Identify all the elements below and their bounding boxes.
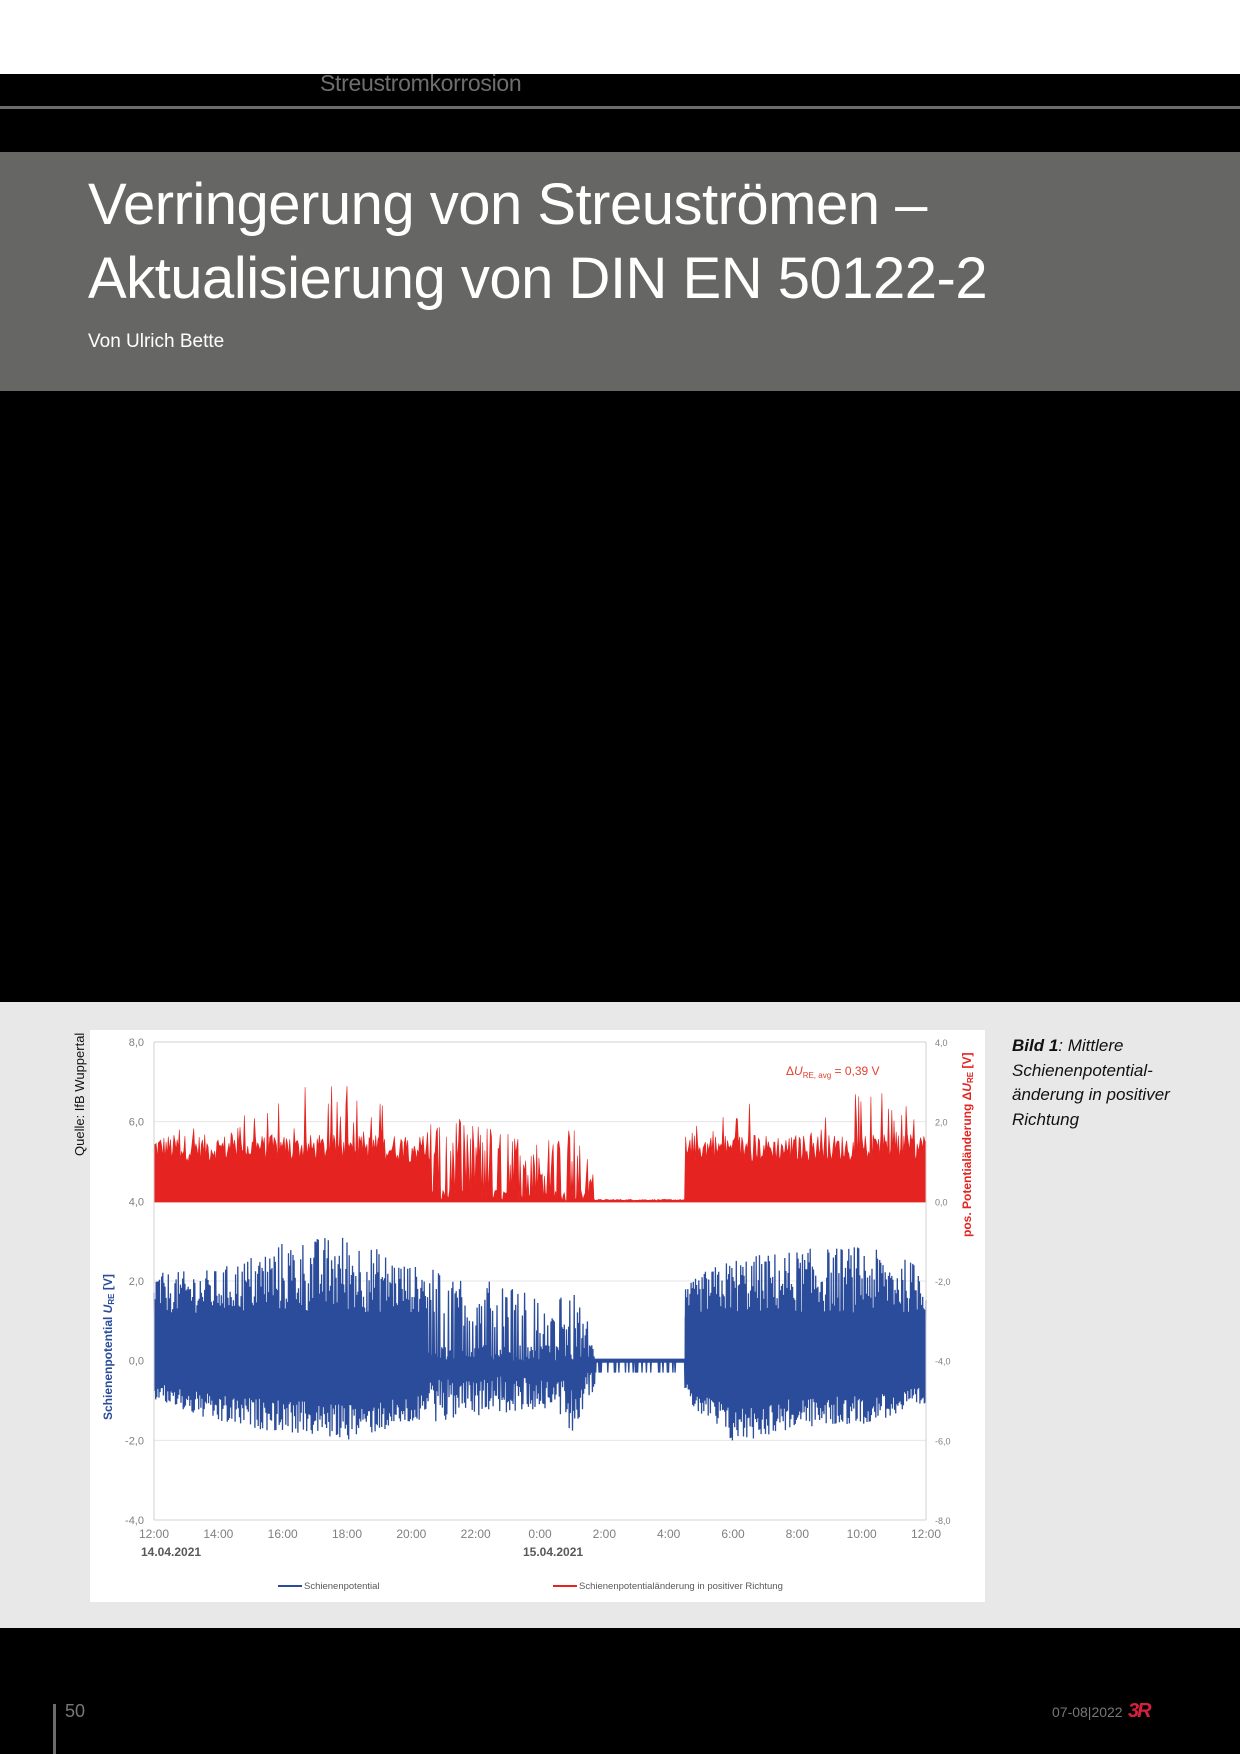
svg-text:18:00: 18:00 [332, 1527, 362, 1541]
title-line-1: Verringerung von Streuströmen – [88, 172, 927, 237]
svg-text:20:00: 20:00 [396, 1527, 426, 1541]
date-label-start: 14.04.2021 [141, 1545, 201, 1559]
caption-text: : Mittlere Schienenpotential-änderung in… [1012, 1036, 1170, 1129]
publisher-logo: 3R [1128, 1700, 1152, 1722]
source-credit: Quelle: IfB Wuppertal [70, 1028, 90, 1158]
svg-text:0,0: 0,0 [935, 1197, 948, 1207]
x-axis-ticks: 12:00 14:00 16:00 18:00 20:00 22:00 0:00 2:00 4:… [139, 1527, 941, 1541]
avg-annotation: ΔURE, avg = 0,39 V [786, 1064, 880, 1080]
svg-text:4:00: 4:00 [657, 1527, 681, 1541]
svg-text:2,0: 2,0 [935, 1118, 948, 1128]
svg-text:12:00: 12:00 [911, 1527, 941, 1541]
legend-label-red: Schienenpotentialänderung in positiver R… [579, 1581, 783, 1592]
time-series-chart: -4,0 -2,0 0,0 2,0 4,0 6,0 8,0 -8,0 -6,0 -4,0 -2,0… [101, 1037, 975, 1592]
svg-text:22:00: 22:00 [461, 1527, 491, 1541]
svg-text:6,0: 6,0 [129, 1117, 144, 1129]
title-line-2: Aktualisierung von DIN EN 50122-2 [88, 246, 988, 311]
article-title: Verringerung von Streuströmen – Aktualis… [88, 168, 988, 316]
series-positive-change [153, 1086, 927, 1203]
issue-label: 07-08|2022 [1052, 1704, 1123, 1720]
page-number: 50 [65, 1701, 86, 1721]
series-rail-potential [153, 1237, 927, 1441]
svg-text:4,0: 4,0 [129, 1196, 144, 1208]
svg-text:4,0: 4,0 [935, 1038, 948, 1048]
figure-caption: Bild 1: Mittlere Schienenpotential-änder… [1012, 1034, 1212, 1132]
svg-text:8:00: 8:00 [786, 1527, 810, 1541]
left-axis-title: Schienenpotential URE [V] [101, 1274, 116, 1420]
svg-text:16:00: 16:00 [268, 1527, 298, 1541]
svg-text:-2,0: -2,0 [935, 1277, 951, 1287]
chart-panel: -4,0 -2,0 0,0 2,0 4,0 6,0 8,0 -8,0 -6,0 -4,0 -2,0… [90, 1030, 985, 1602]
svg-text:-6,0: -6,0 [935, 1436, 951, 1446]
chart-axes [153, 1041, 927, 1521]
svg-text:0,0: 0,0 [129, 1356, 144, 1368]
svg-text:-8,0: -8,0 [935, 1516, 951, 1526]
svg-text:0:00: 0:00 [528, 1527, 552, 1541]
header-rule [0, 106, 1240, 109]
svg-text:-4,0: -4,0 [935, 1357, 951, 1367]
page-top-margin [0, 0, 1240, 74]
header-bar [0, 74, 1240, 152]
legend-label-blue: Schienenpotential [304, 1581, 380, 1592]
svg-text:14:00: 14:00 [203, 1527, 233, 1541]
right-axis-title: pos. Potentialänderung ΔURE [V] [960, 1053, 975, 1237]
source-credit-text: Quelle: IfB Wuppertal [72, 1032, 87, 1156]
svg-text:2:00: 2:00 [593, 1527, 617, 1541]
title-band [0, 152, 1240, 391]
right-axis-ticks: -8,0 -6,0 -4,0 -2,0 0,0 2,0 4,0 [935, 1038, 951, 1526]
svg-text:-4,0: -4,0 [125, 1515, 144, 1527]
svg-text:10:00: 10:00 [847, 1527, 877, 1541]
caption-label: Bild 1 [1012, 1036, 1059, 1055]
svg-text:12:00: 12:00 [139, 1527, 169, 1541]
section-label: Streustromkorrosion [320, 70, 522, 96]
byline: Von Ulrich Bette [88, 331, 225, 352]
footer-rule [53, 1704, 56, 1754]
svg-text:-2,0: -2,0 [125, 1435, 144, 1447]
svg-text:2,0: 2,0 [129, 1276, 144, 1288]
left-axis-ticks: -4,0 -2,0 0,0 2,0 4,0 6,0 8,0 [125, 1037, 144, 1527]
legend: Schienenpotential Schienenpotentialänder… [278, 1581, 783, 1592]
svg-text:6:00: 6:00 [721, 1527, 745, 1541]
date-label-next: 15.04.2021 [523, 1545, 583, 1559]
svg-text:8,0: 8,0 [129, 1037, 144, 1049]
